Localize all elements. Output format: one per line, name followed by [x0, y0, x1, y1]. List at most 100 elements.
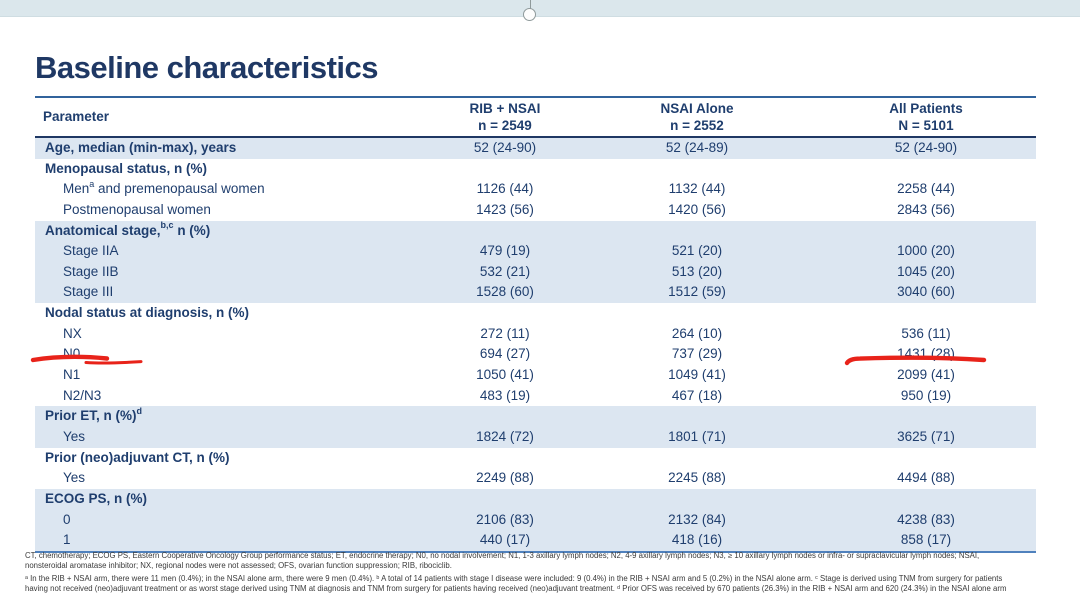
value-cell: 4494 (88) [897, 470, 955, 486]
value-cell: 3040 (60) [897, 284, 955, 300]
param-cell: Mena and premenopausal women [63, 178, 265, 197]
table-row: Menopausal status, n (%) [35, 159, 1036, 180]
value-cell: 483 (19) [479, 387, 531, 403]
value-cell [816, 406, 1036, 427]
table-row: Mena and premenopausal women 1126 (44) 113… [35, 179, 1036, 200]
value-cell [587, 406, 807, 427]
value-cell: 479 (19) [479, 243, 531, 259]
value-cell [587, 159, 807, 180]
param-cell: Stage IIA [63, 243, 119, 259]
table-row: N1 1050 (41) 1049 (41) 2099 (41) [35, 365, 1036, 386]
column-n: n = 2552 [670, 118, 724, 133]
param-cell: Age, median (min-max), years [45, 140, 237, 155]
column-name: NSAI Alone [660, 101, 734, 116]
value-cell [395, 406, 615, 427]
value-cell [587, 489, 807, 510]
param-cell: 1 [63, 532, 71, 548]
param-cell: Postmenopausal women [63, 201, 211, 217]
value-cell [587, 221, 807, 242]
param-cell: Prior (neo)adjuvant CT, n (%) [45, 449, 230, 465]
value-cell: 858 (17) [900, 532, 952, 548]
value-cell: 440 (17) [479, 532, 531, 548]
param-cell: ECOG PS, n (%) [45, 490, 148, 506]
value-cell: 513 (20) [671, 263, 723, 279]
table-row: 1 440 (17) 418 (16) 858 (17) [35, 530, 1036, 551]
value-cell: 467 (18) [671, 387, 723, 403]
app-top-bar [0, 0, 1080, 17]
table-row: Postmenopausal women 1423 (56) 1420 (56) 28… [35, 200, 1036, 221]
table-row: Stage IIA 479 (19) 521 (20) 1000 (20) [35, 241, 1036, 262]
table-row: Prior (neo)adjuvant CT, n (%) [35, 448, 1036, 469]
footnote-notes-line: having not received (neo)adjuvant treatm… [25, 583, 1007, 593]
param-cell: N0 [63, 346, 81, 362]
value-cell [395, 159, 615, 180]
param-cell: N2/N3 [63, 387, 102, 403]
value-cell [816, 159, 1036, 180]
column-header-rib-nsai: RIB + NSAI n = 2549 [395, 100, 615, 134]
table-row: Stage III 1528 (60) 1512 (59) 3040 (60) [35, 282, 1036, 304]
value-cell [587, 303, 807, 324]
footnotes: CT, chemotherapy; ECOG PS, Eastern Coope… [25, 551, 1080, 594]
value-cell: 2132 (84) [668, 511, 726, 527]
page-title: Baseline characteristics [35, 50, 379, 85]
footnote-notes-line: ᵃ In the RIB + NSAI arm, there were 11 m… [25, 573, 1003, 583]
column-n: n = 2549 [478, 118, 532, 133]
table-row: Yes 2249 (88) 2245 (88) 4494 (88) [35, 468, 1036, 489]
param-cell: Menopausal status, n (%) [45, 160, 208, 176]
column-name: All Patients [889, 101, 963, 116]
value-cell: 2249 (88) [476, 470, 534, 486]
table-row: N0 694 (27) 737 (29) 1431 (28) [35, 344, 1036, 365]
value-cell [816, 489, 1036, 510]
value-cell: 536 (11) [901, 325, 951, 341]
value-cell: 1431 (28) [897, 346, 955, 362]
value-cell: 1512 (59) [668, 284, 726, 300]
value-cell: 3625 (71) [897, 428, 955, 444]
value-cell: 1000 (20) [897, 243, 955, 259]
value-cell: 1050 (41) [476, 367, 534, 383]
param-cell: Stage III [63, 284, 114, 300]
value-cell: 4238 (83) [897, 511, 955, 527]
param-cell: 0 [63, 511, 71, 527]
param-cell: Yes [63, 428, 86, 444]
column-header-nsai-alone: NSAI Alone n = 2552 [587, 100, 807, 134]
value-cell: 737 (29) [671, 346, 723, 362]
value-cell: 2245 (88) [668, 470, 726, 486]
footnote-abbreviations-line: nonsteroidal aromatase inhibitor; NX, re… [25, 561, 452, 571]
value-cell: 1126 (44) [476, 181, 534, 197]
param-cell: NX [63, 325, 82, 341]
table-row: NX 272 (11) 264 (10) 536 (11) [35, 324, 1036, 345]
value-cell: 1824 (72) [476, 428, 534, 444]
value-cell: 694 (27) [479, 346, 531, 362]
table-header-row: Parameter RIB + NSAI n = 2549 NSAI Alone… [35, 96, 1036, 138]
param-cell: Nodal status at diagnosis, n (%) [45, 305, 250, 321]
value-cell [395, 221, 615, 242]
value-cell: 1049 (41) [668, 367, 726, 383]
value-cell: 532 (21) [479, 263, 531, 279]
value-cell: 52 (24-90) [473, 140, 537, 155]
value-cell [816, 221, 1036, 242]
value-cell: 272 (11) [480, 325, 530, 341]
column-header-all-patients: All Patients N = 5101 [816, 100, 1036, 134]
value-cell: 521 (20) [671, 243, 723, 259]
value-cell: 1132 (44) [668, 181, 726, 197]
value-cell: 2258 (44) [897, 181, 955, 197]
param-cell: N1 [63, 367, 81, 383]
column-n: N = 5101 [898, 118, 954, 133]
value-cell: 52 (24-89) [665, 140, 729, 155]
value-cell: 2106 (83) [476, 511, 534, 527]
table-row: Nodal status at diagnosis, n (%) [35, 303, 1036, 324]
table-row: Yes 1824 (72) 1801 (71) 3625 (71) [35, 426, 1036, 448]
baseline-characteristics-table: Parameter RIB + NSAI n = 2549 NSAI Alone… [35, 96, 1036, 553]
value-cell: 2843 (56) [897, 201, 955, 217]
resize-handle-icon[interactable] [523, 8, 536, 21]
param-cell: Anatomical stage,b,c n (%) [45, 220, 211, 238]
value-cell: 950 (19) [900, 387, 952, 403]
table-row: Anatomical stage,b,c n (%) [35, 220, 1036, 242]
table-body: Age, median (min-max), years 52 (24-90) 52… [35, 138, 1036, 553]
value-cell: 1801 (71) [668, 428, 726, 444]
param-cell: Prior ET, n (%)d [45, 405, 143, 424]
column-header-parameter: Parameter [43, 109, 110, 124]
column-name: RIB + NSAI [469, 101, 541, 116]
table-row: 0 2106 (83) 2132 (84) 4238 (83) [35, 509, 1036, 531]
value-cell: 264 (10) [671, 325, 723, 341]
